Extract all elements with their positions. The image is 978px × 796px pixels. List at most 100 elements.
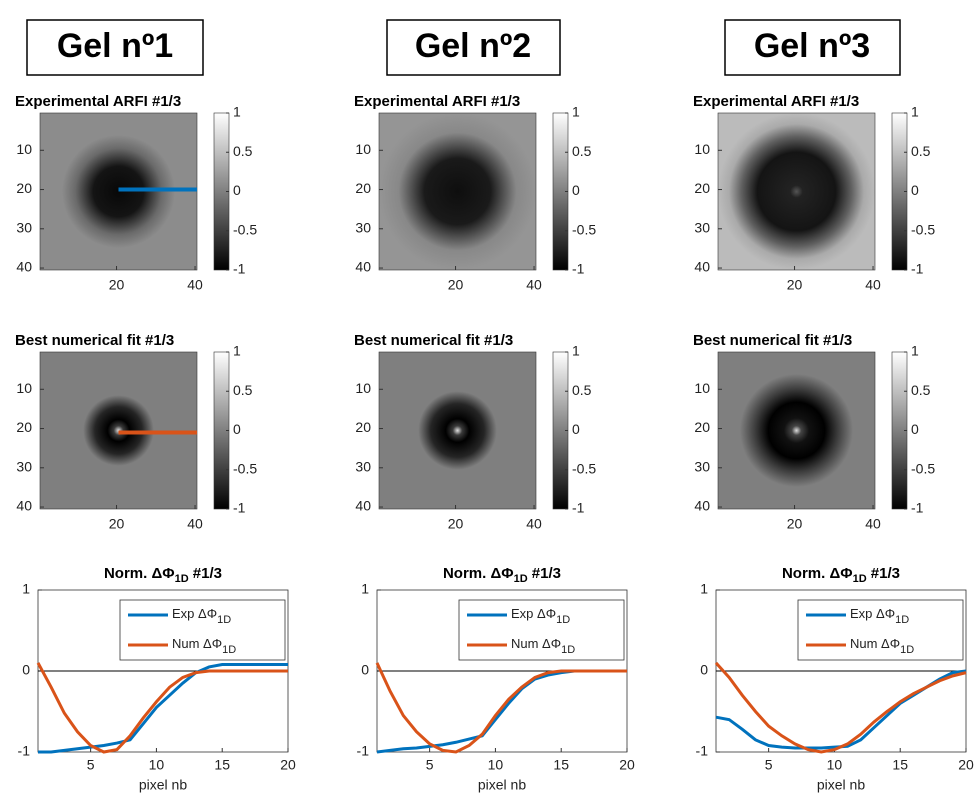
heatmap-image [378, 112, 537, 271]
y-tick-label: 20 [355, 180, 371, 196]
chart-title: Norm. ΔΦ1D #1/3 [782, 565, 900, 585]
x-tick-label: 5 [426, 757, 434, 773]
legend-label: Num ΔΦ1D [850, 636, 914, 655]
colorbar-tick-label: 1 [233, 343, 241, 359]
colorbar-tick-label: -1 [911, 261, 924, 277]
colorbar-tick-label: 0 [572, 182, 580, 198]
header: Gel nº1 [57, 27, 173, 65]
colorbar-tick-label: 0 [233, 182, 241, 198]
colorbar-tick-label: 0.5 [911, 143, 931, 159]
series-line [36, 662, 288, 754]
y-tick-label: 10 [355, 380, 371, 396]
y-tick-label: 30 [694, 458, 710, 474]
y-tick-label: 20 [355, 419, 371, 435]
colorbar-tick-label: 1 [233, 104, 241, 120]
y-tick-label: -1 [18, 743, 31, 759]
y-tick-label: 30 [694, 219, 710, 235]
y-tick-label: -1 [696, 743, 709, 759]
colorbar-tick-label: 0.5 [572, 382, 592, 398]
series-line [38, 663, 288, 754]
heatmap-image [717, 351, 876, 510]
x-tick-label: 15 [214, 757, 230, 773]
colorbar-tick-label: -1 [233, 261, 246, 277]
y-tick-label: 40 [694, 498, 710, 514]
series-line [375, 662, 627, 754]
title-subscript: 1D [175, 573, 189, 585]
title-subscript: 1D [514, 573, 528, 585]
colorbar-tick-label: 1 [572, 104, 580, 120]
x-tick-label: 10 [488, 757, 504, 773]
colorbar-tick-label: -0.5 [233, 460, 257, 476]
legend-label: Exp ΔΦ1D [172, 606, 231, 625]
colorbar-tick-label: 1 [572, 343, 580, 359]
legend-subscript: 1D [556, 614, 570, 626]
colorbar-tick-label: 0 [572, 421, 580, 437]
x-tick-label: 20 [958, 757, 974, 773]
colorbar-tick-label: 0 [233, 421, 241, 437]
legend-text: Exp ΔΦ [850, 606, 895, 621]
colorbar-tick-label: -0.5 [572, 221, 596, 237]
colorbar-tick-label: 1 [911, 343, 919, 359]
y-tick-label: 40 [694, 259, 710, 275]
series-line [714, 661, 967, 754]
y-tick-label: 0 [22, 662, 30, 678]
heatmap-image [717, 112, 876, 271]
x-tick-label: 20 [109, 277, 125, 293]
y-tick-label: 0 [700, 662, 708, 678]
y-tick-label: 20 [694, 180, 710, 196]
title-text: Norm. ΔΦ [443, 565, 514, 582]
y-tick-label: 30 [16, 219, 32, 235]
x-tick-label: 20 [787, 277, 803, 293]
x-axis-label: pixel nb [817, 777, 865, 793]
chart-title: Experimental ARFI #1/3 [354, 93, 520, 110]
legend-subscript: 1D [895, 614, 909, 626]
x-tick-label: 20 [109, 516, 125, 532]
legend-subscript: 1D [222, 644, 236, 656]
x-tick-label: 40 [187, 516, 203, 532]
title-suffix: #1/3 [867, 565, 900, 582]
y-tick-label: 20 [694, 419, 710, 435]
header: Gel nº2 [415, 27, 531, 65]
header: Gel nº3 [754, 27, 870, 65]
chart-title: Norm. ΔΦ1D #1/3 [104, 565, 222, 585]
y-tick-label: 10 [694, 141, 710, 157]
legend-text: Num ΔΦ [511, 636, 561, 651]
y-tick-label: 40 [16, 259, 32, 275]
x-tick-label: 15 [892, 757, 908, 773]
x-tick-label: 20 [787, 516, 803, 532]
y-tick-label: 20 [16, 180, 32, 196]
title-text: Norm. ΔΦ [104, 565, 175, 582]
y-tick-label: 1 [700, 581, 708, 597]
legend-subscript: 1D [561, 644, 575, 656]
x-tick-label: 10 [827, 757, 843, 773]
legend-subscript: 1D [900, 644, 914, 656]
x-tick-label: 40 [526, 516, 542, 532]
y-tick-label: 40 [355, 259, 371, 275]
x-tick-label: 20 [619, 757, 635, 773]
y-tick-label: 0 [361, 662, 369, 678]
y-tick-label: 10 [355, 141, 371, 157]
title-text: Norm. ΔΦ [782, 565, 853, 582]
x-tick-label: 10 [149, 757, 165, 773]
colorbar-tick-label: 0.5 [911, 382, 931, 398]
colorbar-tick-label: 0.5 [233, 143, 253, 159]
x-tick-label: 40 [187, 277, 203, 293]
y-tick-label: 30 [355, 219, 371, 235]
title-suffix: #1/3 [189, 565, 222, 582]
x-tick-label: 40 [865, 516, 881, 532]
heatmap-image [378, 351, 537, 510]
colorbar-tick-label: 0 [911, 421, 919, 437]
x-tick-label: 15 [553, 757, 569, 773]
title-subscript: 1D [853, 573, 867, 585]
legend [797, 599, 964, 661]
y-tick-label: 30 [355, 458, 371, 474]
x-tick-label: 20 [448, 277, 464, 293]
colorbar-tick-label: -1 [233, 500, 246, 516]
y-tick-label: 10 [16, 141, 32, 157]
colorbar-tick-label: 0.5 [572, 143, 592, 159]
y-tick-label: 30 [16, 458, 32, 474]
colorbar-tick-label: -0.5 [233, 221, 257, 237]
x-tick-label: 5 [87, 757, 95, 773]
y-tick-label: 10 [16, 380, 32, 396]
x-tick-label: 5 [765, 757, 773, 773]
